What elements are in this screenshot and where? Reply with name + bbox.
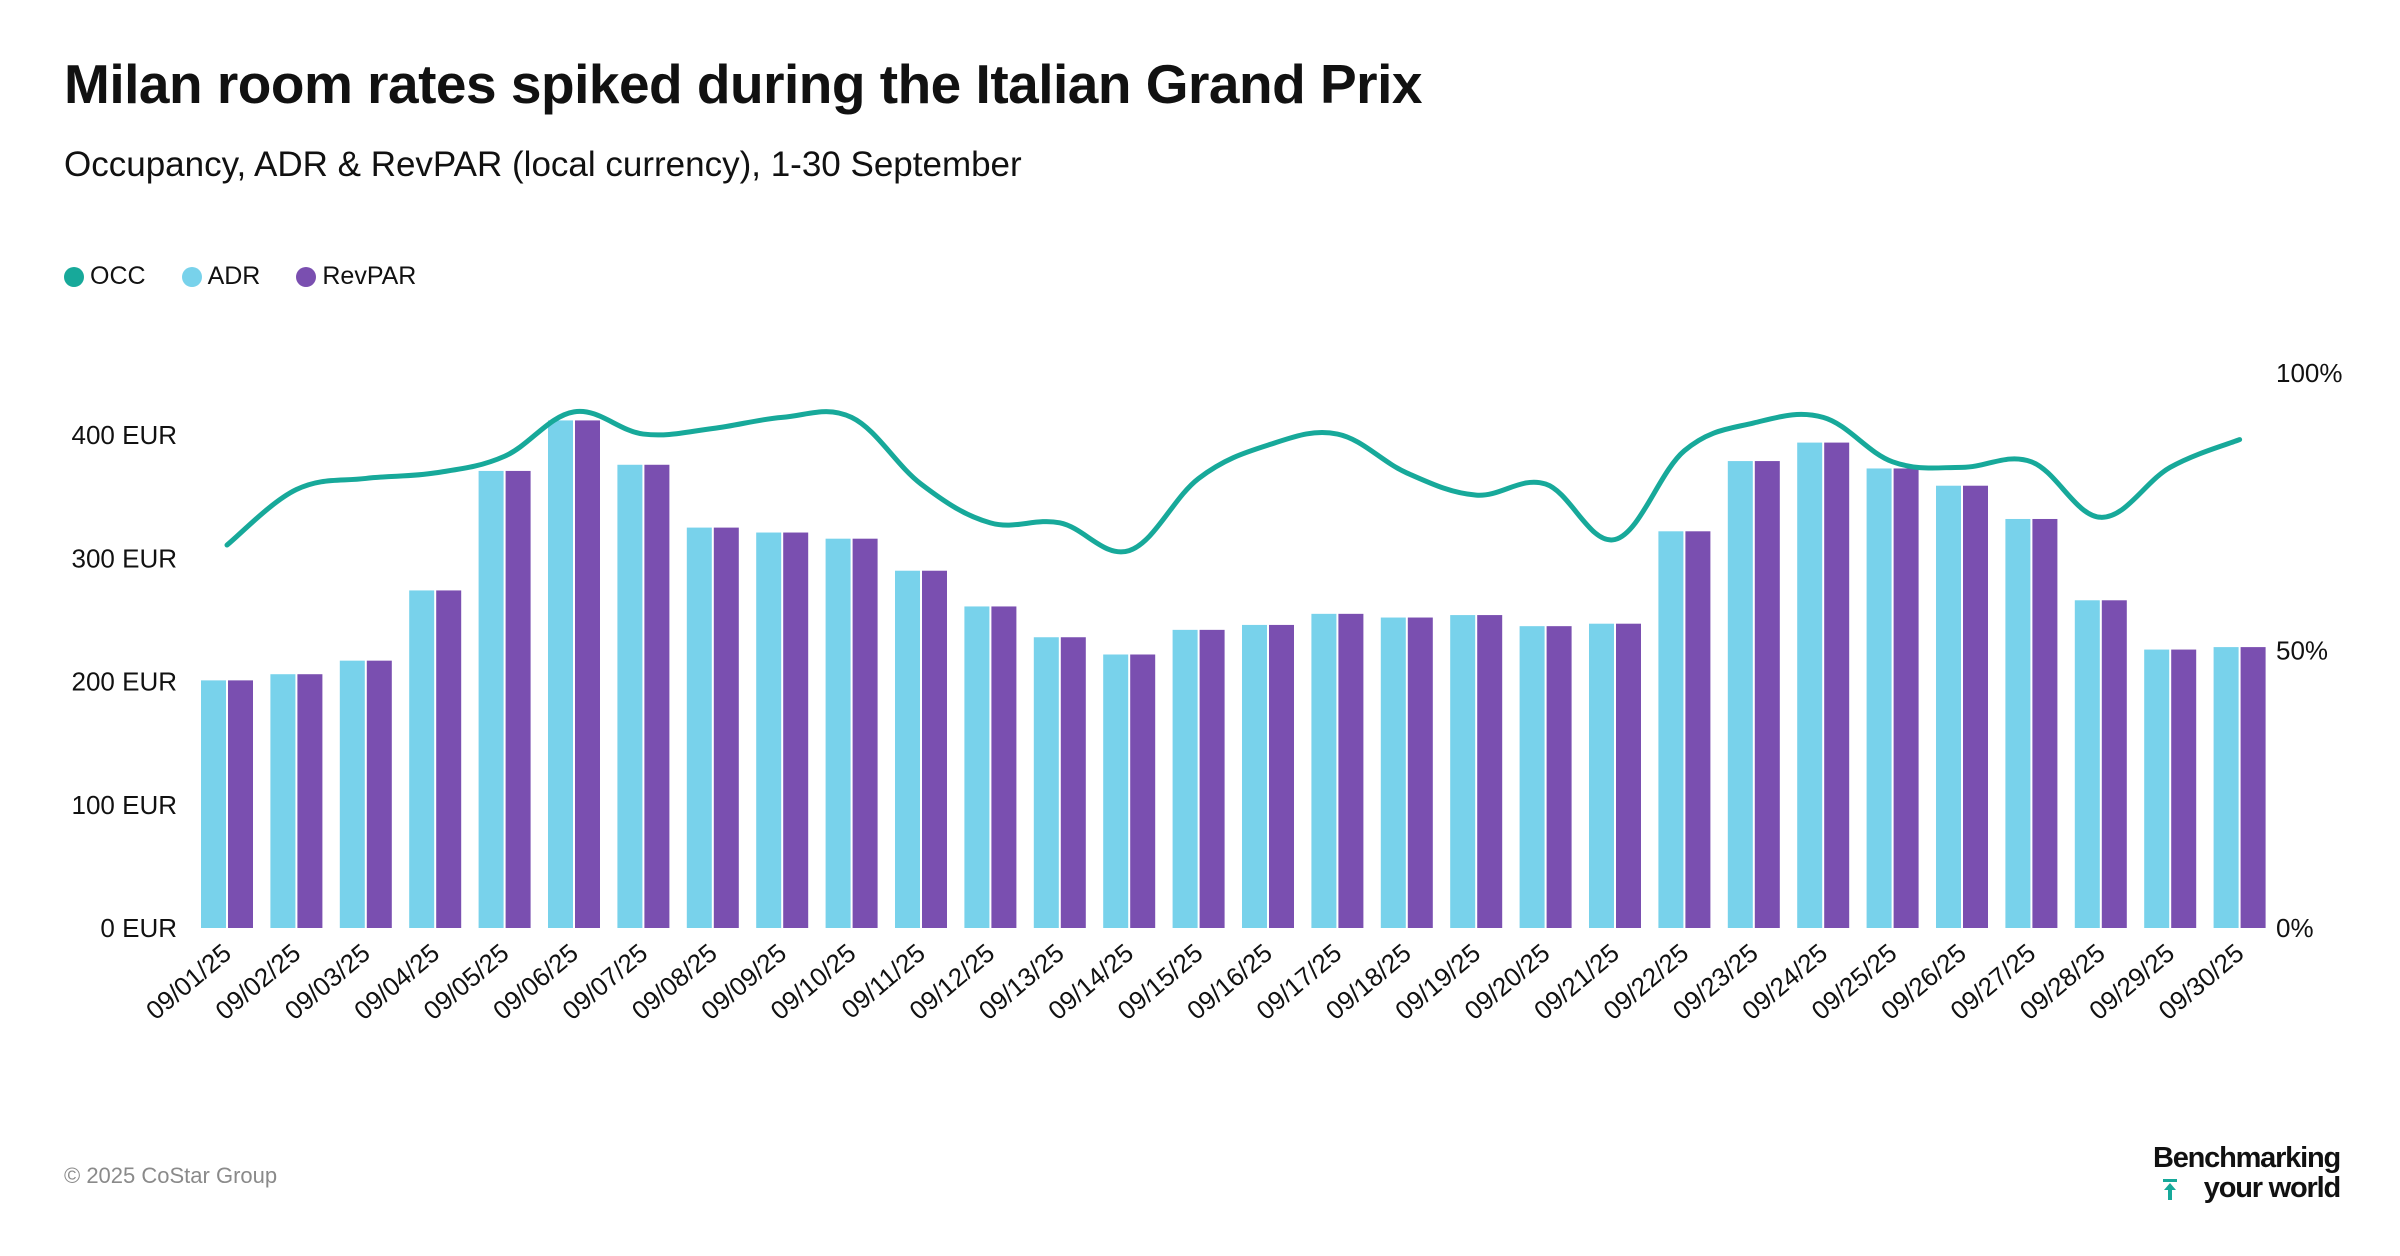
right-axis-tick-label: 50% <box>2276 636 2328 666</box>
revpar-bar <box>1754 461 1780 928</box>
left-axis-tick-label: 100 EUR <box>72 790 178 820</box>
brand-line-2: your world <box>2203 1172 2341 1204</box>
adr-bar <box>686 527 712 928</box>
legend-label-revpar: RevPAR <box>322 262 417 290</box>
legend-swatch-revpar <box>296 266 317 287</box>
revpar-bar <box>2032 518 2058 928</box>
adr-bar <box>1172 629 1198 928</box>
adr-bar <box>895 570 920 928</box>
brand-arrow-icon <box>2163 1179 2177 1200</box>
adr-bar <box>1103 654 1129 928</box>
revpar-bar <box>1546 626 1572 928</box>
revpar-bar <box>922 570 947 928</box>
legend-swatch-adr <box>181 266 202 287</box>
brand-line-1: Benchmarking <box>2152 1142 2341 1174</box>
adr-bar <box>617 464 643 928</box>
revpar-bar <box>852 538 878 928</box>
revpar-bar <box>1269 624 1294 928</box>
adr-bar <box>2144 649 2170 928</box>
chart-subtitle: Occupancy, ADR & RevPAR (local currency)… <box>64 145 1022 184</box>
revpar-bar <box>1338 613 1364 928</box>
revpar-bar <box>505 470 531 928</box>
adr-bar <box>964 606 990 928</box>
adr-bar <box>201 680 226 928</box>
revpar-bar <box>1060 637 1086 928</box>
adr-bar <box>270 674 296 928</box>
adr-bar <box>1242 624 1267 928</box>
adr-bar <box>1727 461 1753 928</box>
revpar-bar <box>1963 485 1988 928</box>
revpar-bar <box>228 680 253 928</box>
revpar-bar <box>1685 531 1711 928</box>
revpar-bar <box>1893 468 1919 928</box>
revpar-bar <box>2171 649 2197 928</box>
chart-title: Milan room rates spiked during the Itali… <box>64 53 1422 115</box>
revpar-bar <box>783 532 809 928</box>
revpar-bar <box>1824 442 1850 928</box>
adr-bar <box>548 420 573 928</box>
revpar-bar <box>297 674 323 928</box>
revpar-bar <box>1199 629 1225 928</box>
revpar-bar <box>436 590 462 928</box>
left-axis-tick-label: 300 EUR <box>72 543 178 573</box>
adr-bar <box>1797 442 1823 928</box>
revpar-bar <box>575 420 600 928</box>
adr-bar <box>478 470 504 928</box>
adr-bar <box>825 538 851 928</box>
adr-bar <box>2213 647 2239 928</box>
legend-item-occ: OCC <box>64 262 146 291</box>
revpar-bar <box>2101 600 2127 928</box>
combo-chart: 0 EUR 100 EUR 200 EUR 300 EUR 400 EUR 0% 50% 10… <box>72 358 2343 1026</box>
occ-line <box>224 408 2243 555</box>
revpar-bar <box>713 527 739 928</box>
revpar-bar <box>366 660 392 928</box>
legend-swatch-occ <box>64 266 84 287</box>
legend-item-adr: ADR <box>181 262 261 291</box>
revpar-bar <box>1130 654 1156 928</box>
revpar-bar <box>1407 617 1433 928</box>
adr-bar <box>1658 531 1684 928</box>
adr-bar <box>1450 615 1476 928</box>
adr-bar <box>339 660 365 928</box>
left-axis-tick-label: 200 EUR <box>72 667 178 697</box>
adr-bar <box>1519 626 1545 928</box>
adr-bar <box>1033 637 1059 928</box>
right-axis-tick-label: 100% <box>2276 358 2343 388</box>
adr-bar <box>1589 623 1614 928</box>
revpar-bar <box>2240 647 2266 928</box>
adr-bar <box>2005 518 2031 928</box>
revpar-bar <box>1616 623 1641 928</box>
adr-bar <box>409 590 435 928</box>
copyright-text: © 2025 CoStar Group <box>64 1163 278 1188</box>
adr-bar <box>1936 485 1961 928</box>
adr-bar <box>1380 617 1406 928</box>
adr-bar <box>1866 468 1892 928</box>
legend-label-occ: OCC <box>90 262 146 290</box>
right-axis-tick-label: 0% <box>2276 913 2314 943</box>
revpar-bar <box>1477 615 1503 928</box>
brand-logo: Benchmarking your world <box>2153 1142 2341 1204</box>
adr-bar <box>1311 613 1337 928</box>
revpar-bar <box>991 606 1017 928</box>
left-axis-tick-label: 0 EUR <box>100 913 177 943</box>
chart-legend: OCC ADR RevPAR <box>64 262 452 291</box>
adr-bar <box>756 532 782 928</box>
adr-bar <box>2074 600 2100 928</box>
left-axis-tick-label: 400 EUR <box>72 420 178 450</box>
legend-item-revpar: RevPAR <box>296 262 416 291</box>
legend-label-adr: ADR <box>207 262 261 290</box>
revpar-bar <box>644 464 670 928</box>
